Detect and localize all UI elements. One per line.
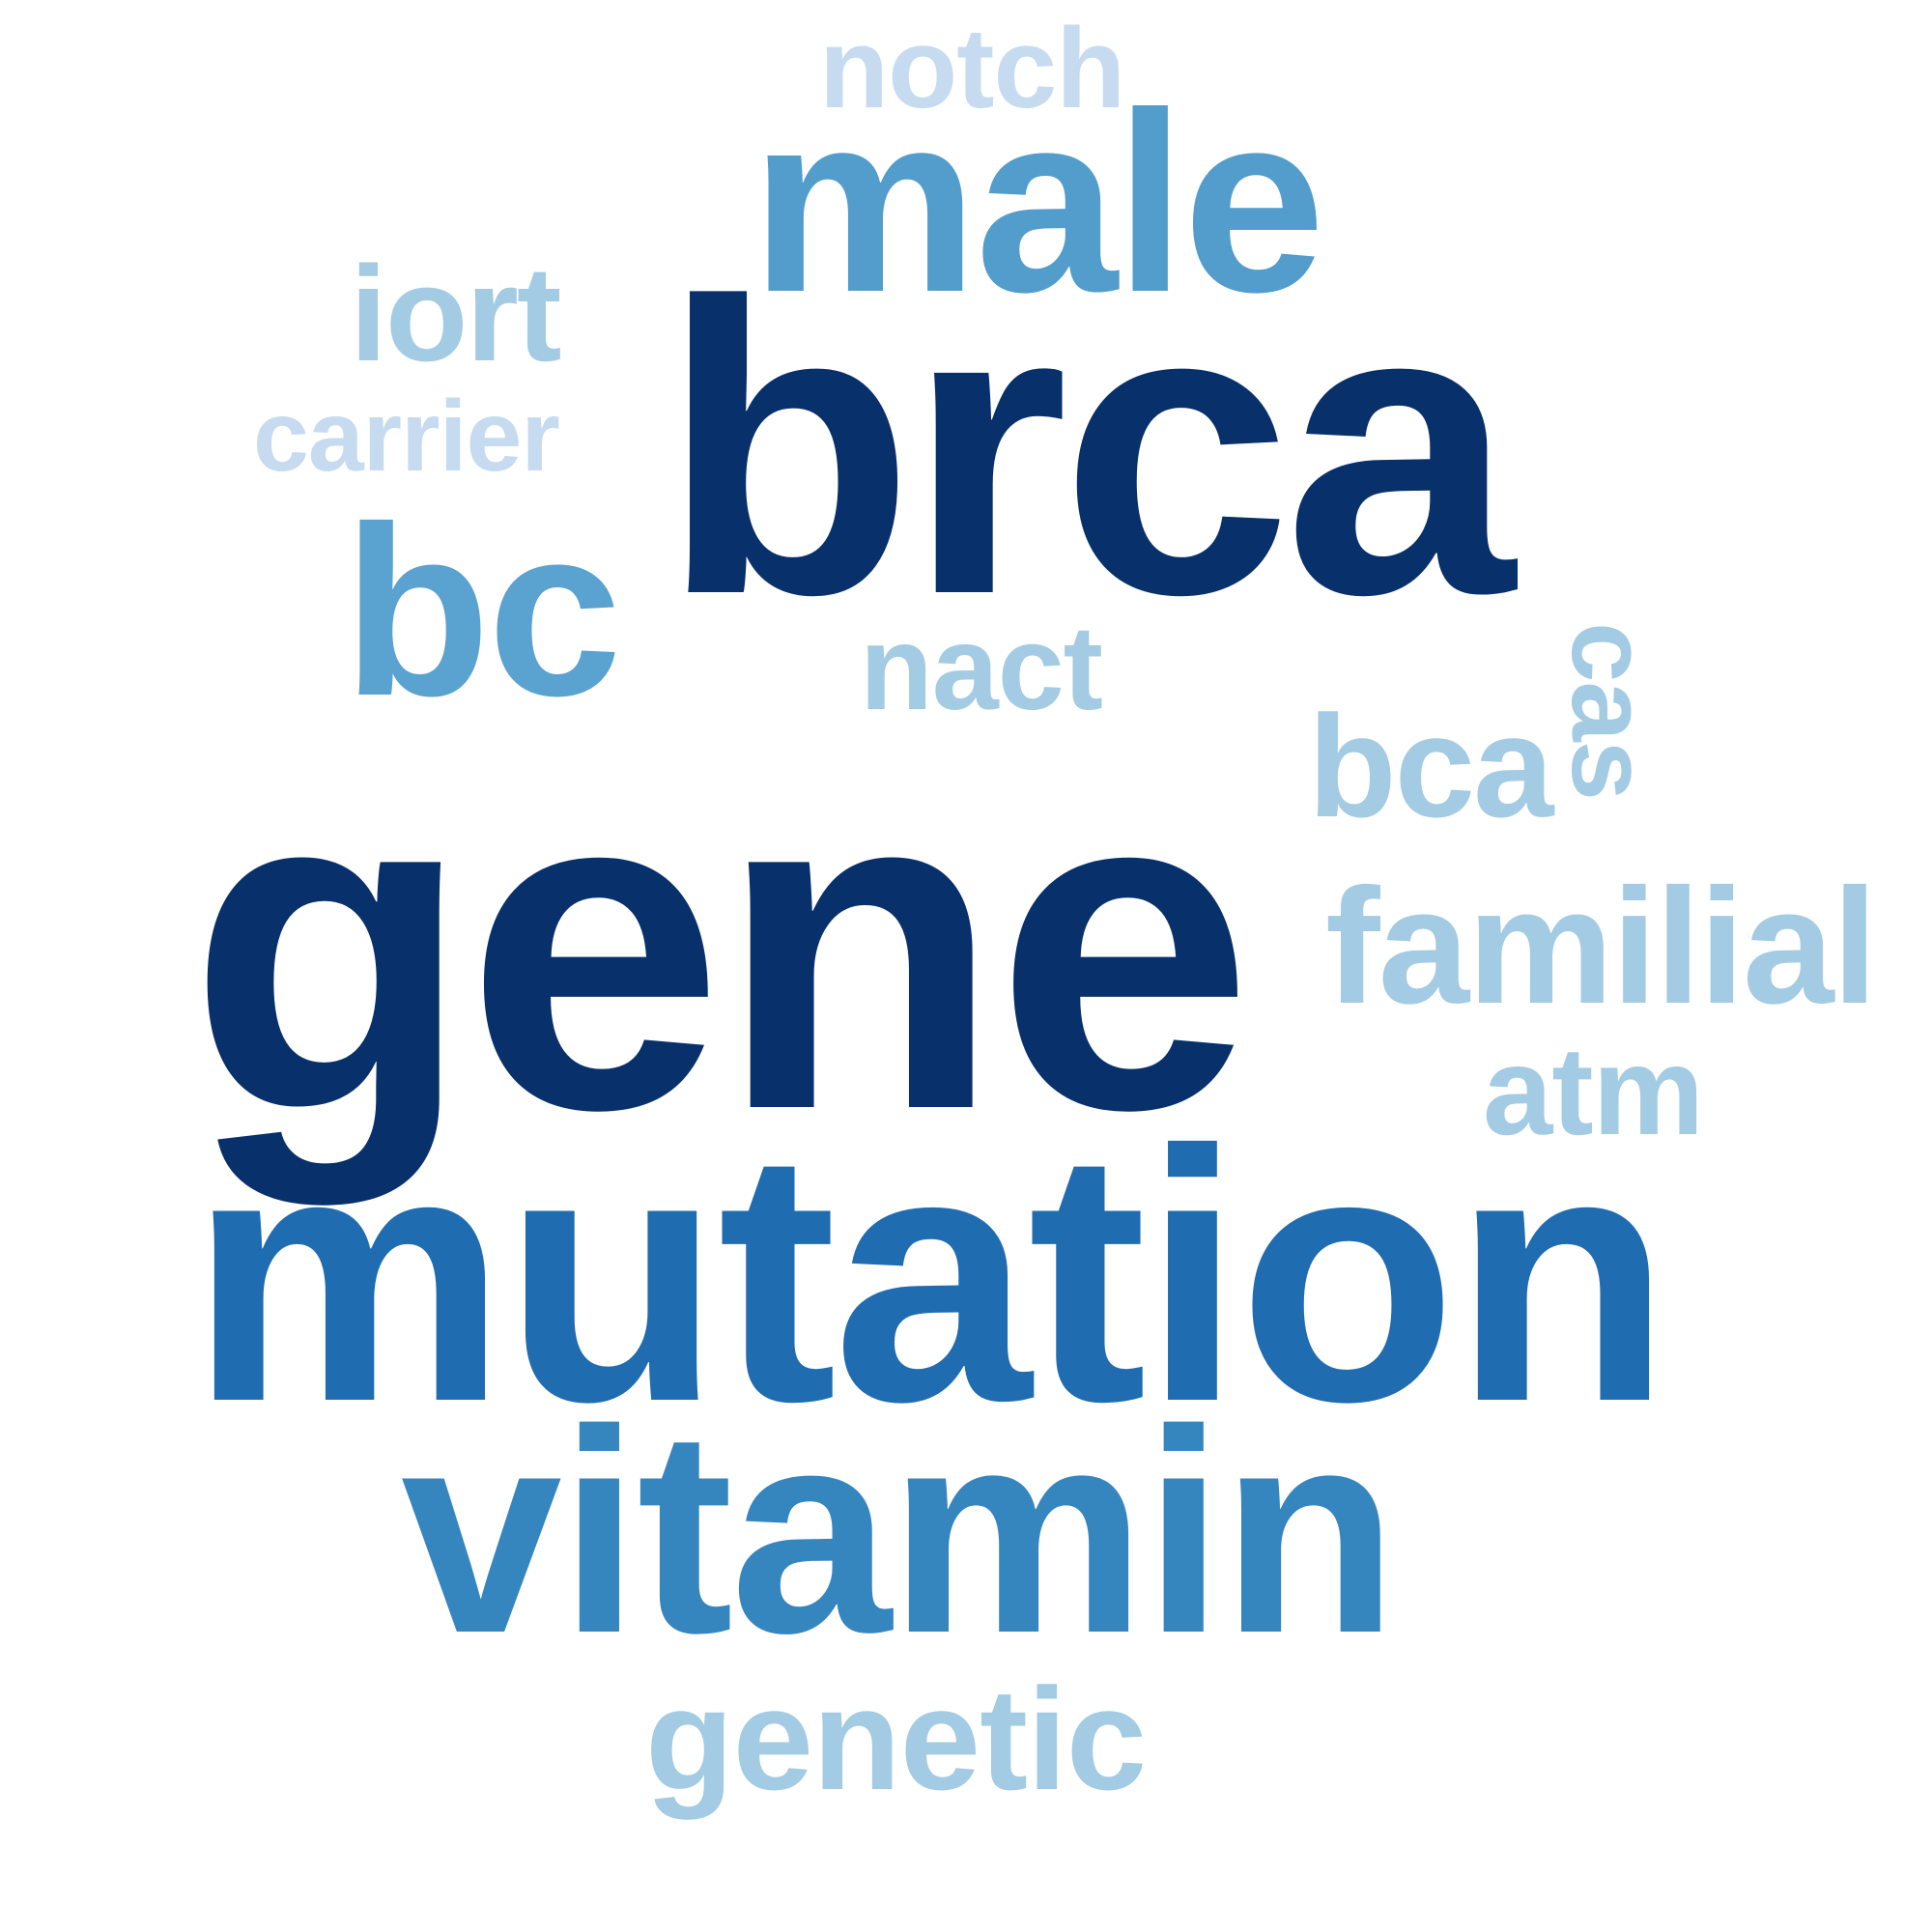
word-bca: bca [1308, 685, 1553, 847]
word-carrier: carrier [253, 381, 560, 493]
word-bc: bc [343, 476, 622, 746]
word-male: male [751, 60, 1325, 346]
word-genetic: genetic [645, 1658, 1147, 1820]
word-iort: iort [350, 238, 562, 389]
word-familial: familial [1325, 855, 1878, 1038]
word-nact: nact [860, 602, 1103, 735]
word-mutation: mutation [189, 1077, 1671, 1476]
word-gene: gene [188, 687, 1253, 1206]
word-notch: notch [819, 5, 1125, 132]
word-brca: brca [661, 217, 1515, 681]
word-atm: atm [1483, 1020, 1704, 1161]
word-cas: cas [1548, 622, 1670, 800]
word-vitamin: vitamin [401, 1369, 1398, 1693]
